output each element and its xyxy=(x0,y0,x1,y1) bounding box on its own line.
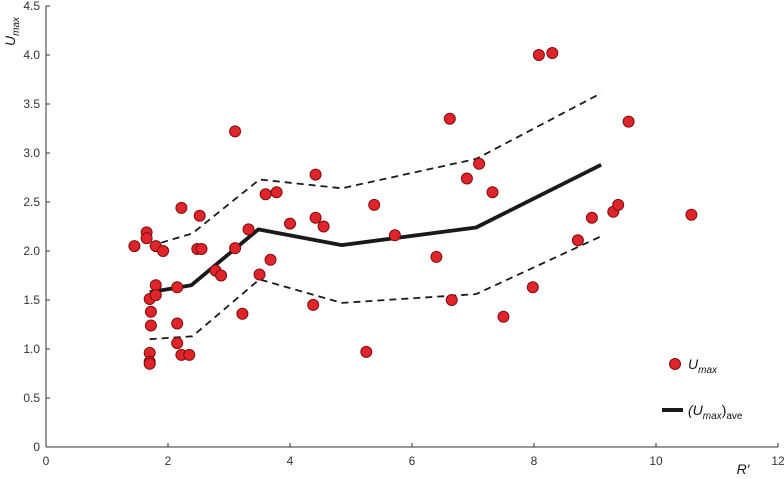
y-axis-label-main: U xyxy=(2,35,18,46)
data-point xyxy=(317,220,330,233)
data-point xyxy=(532,49,545,61)
data-point xyxy=(171,317,184,330)
data-point xyxy=(309,168,322,181)
data-point xyxy=(307,298,320,311)
data-point xyxy=(175,201,188,214)
chart-lines xyxy=(149,92,602,341)
data-point xyxy=(571,234,584,247)
data-point xyxy=(195,243,208,255)
data-point xyxy=(259,188,272,201)
x-tick-label: 12 xyxy=(771,454,784,468)
data-point xyxy=(157,245,170,257)
data-point xyxy=(229,242,242,255)
chart-axes: 0 2 4 6 8 10 12 0 0.5 1.0 1.5 2.0 2.5 3.0 3.5 4.0 4.5 xyxy=(23,0,784,468)
data-point xyxy=(143,357,156,370)
data-point xyxy=(546,47,559,59)
y-tick-label: 4.0 xyxy=(23,48,40,62)
average-line xyxy=(149,163,602,295)
y-tick-label: 4.5 xyxy=(23,0,40,13)
chart-legend: Umax (Umax)ave xyxy=(662,356,743,422)
data-point xyxy=(270,186,283,199)
y-tick-label: 1.0 xyxy=(23,342,40,356)
data-point xyxy=(183,348,196,361)
legend-item-umax: Umax xyxy=(669,356,718,376)
x-tick-label: 2 xyxy=(165,454,172,468)
data-point xyxy=(430,250,443,263)
y-tick-label: 0.5 xyxy=(23,391,40,405)
data-point xyxy=(497,310,510,323)
data-point xyxy=(149,289,162,302)
data-point xyxy=(473,157,486,170)
dashed-bound-line-2 xyxy=(149,235,602,341)
data-point xyxy=(253,268,266,281)
data-point xyxy=(585,211,598,224)
x-tick-label: 0 xyxy=(43,454,50,468)
data-point xyxy=(309,211,322,224)
y-tick-label: 2.0 xyxy=(23,244,40,258)
data-point xyxy=(284,217,296,230)
x-tick-label: 10 xyxy=(649,454,663,468)
data-point xyxy=(460,172,473,185)
data-point xyxy=(685,208,698,221)
y-tick-label: 2.5 xyxy=(23,195,40,209)
x-tick-label: 4 xyxy=(287,454,294,468)
data-point xyxy=(242,223,255,236)
y-axis-label: Umax xyxy=(2,16,22,46)
data-point xyxy=(526,281,539,294)
data-point xyxy=(388,229,401,242)
y-ticks: 0 0.5 1.0 1.5 2.0 2.5 3.0 3.5 4.0 4.5 xyxy=(23,0,50,454)
data-point xyxy=(445,294,458,306)
y-tick-label: 1.5 xyxy=(23,293,40,307)
data-point xyxy=(236,307,249,320)
y-tick-label: 3.5 xyxy=(23,97,40,111)
chart-points xyxy=(128,47,698,370)
data-point xyxy=(140,232,153,245)
data-point xyxy=(193,209,206,222)
y-axis-label-subscript: max xyxy=(11,16,22,36)
data-point xyxy=(171,281,184,294)
dashed-bound-line-1 xyxy=(149,92,602,247)
legend-label-umax-ave: (Umax)ave xyxy=(688,402,743,422)
legend-label-umax: Umax xyxy=(688,356,718,376)
data-point xyxy=(622,115,635,128)
x-tick-label: 8 xyxy=(531,454,538,468)
data-point xyxy=(264,253,277,266)
data-point xyxy=(229,125,242,138)
data-point xyxy=(612,198,625,211)
y-tick-label: 3.0 xyxy=(23,146,40,160)
x-tick-label: 6 xyxy=(409,454,416,468)
data-point xyxy=(215,269,228,282)
x-ticks: 0 2 4 6 8 10 12 xyxy=(43,443,784,468)
data-point xyxy=(486,186,499,199)
data-point xyxy=(144,305,157,318)
legend-marker-circle xyxy=(669,358,681,370)
data-point xyxy=(171,337,184,350)
legend-item-umax-ave: (Umax)ave xyxy=(662,402,743,422)
x-axis-label: R′ xyxy=(737,461,751,477)
data-point xyxy=(360,345,373,358)
data-point xyxy=(368,198,381,211)
data-point xyxy=(144,319,157,332)
data-point xyxy=(128,240,141,253)
y-tick-label: 0 xyxy=(33,440,40,454)
data-point xyxy=(443,112,456,125)
